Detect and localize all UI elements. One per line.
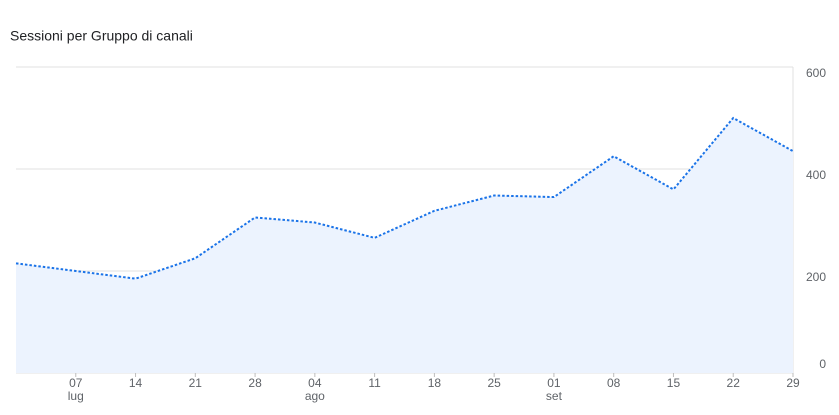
x-tick-label: 08: [607, 376, 621, 390]
x-tick-label: 04: [308, 376, 322, 390]
y-tick-label: 400: [806, 168, 826, 182]
x-tick-label: 15: [667, 376, 681, 390]
line: [15, 116, 794, 280]
x-tick-label: 14: [129, 376, 143, 390]
area: [16, 118, 793, 373]
x-tick-label: 28: [248, 376, 262, 390]
y-tick-label: 0: [819, 357, 826, 371]
x-month-label: set: [546, 389, 563, 403]
x-tick-label: 25: [487, 376, 501, 390]
x-tick-label: 18: [428, 376, 442, 390]
x-tick-label: 01: [547, 376, 561, 390]
y-tick-label: 200: [806, 270, 826, 284]
x-tick-label: 29: [786, 376, 800, 390]
chart-title: Sessioni per Gruppo di canali: [10, 28, 193, 44]
x-tick-label: 21: [189, 376, 203, 390]
x-tick-label: 11: [368, 376, 381, 390]
x-month-label: lug: [68, 389, 84, 403]
x-tick-label: 22: [727, 376, 741, 390]
x-tick-label: 07: [69, 376, 83, 390]
y-tick-label: 600: [806, 66, 826, 80]
x-month-label: ago: [305, 389, 325, 403]
